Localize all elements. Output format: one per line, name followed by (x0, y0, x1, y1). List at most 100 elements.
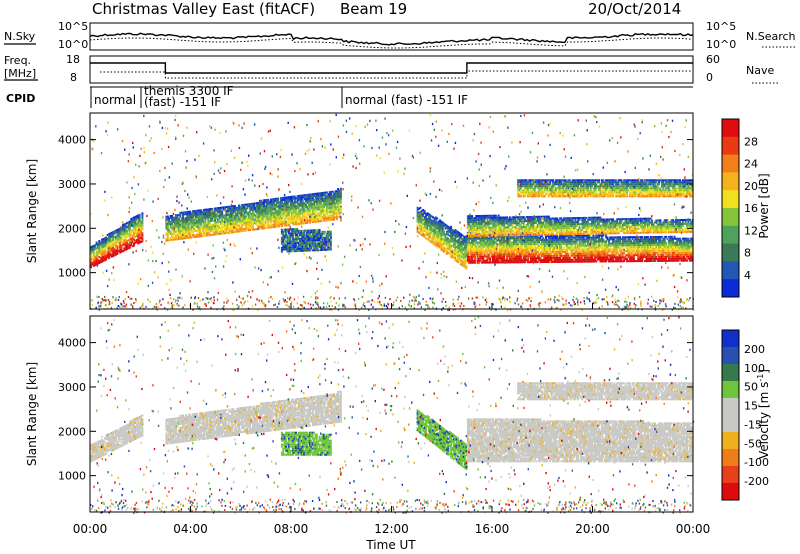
power-heatmap-data (90, 114, 694, 311)
heatmap-cell (245, 210, 247, 212)
heatmap-cell (661, 236, 663, 238)
heatmap-cell (521, 245, 523, 247)
heatmap-cell (588, 235, 590, 237)
heatmap-cell (608, 240, 610, 242)
heatmap-cell (605, 235, 607, 237)
heatmap-cell (265, 221, 267, 223)
heatmap-cell (170, 231, 172, 233)
heatmap-cell (291, 250, 293, 252)
heatmap-cell (306, 222, 308, 224)
freq-unit-label: [MHz] (4, 67, 36, 80)
heatmap-cell (141, 224, 143, 226)
heatmap-cell (141, 222, 143, 224)
heatmap-cell (330, 193, 332, 195)
heatmap-cell (607, 246, 609, 248)
heatmap-cell (493, 250, 495, 252)
heatmap-cell (475, 231, 477, 233)
heatmap-cell (503, 257, 505, 259)
heatmap-cell (323, 208, 325, 210)
heatmap-cell (655, 256, 657, 258)
heatmap-cell (309, 222, 311, 224)
heatmap-cell (177, 216, 179, 218)
heatmap-cell (633, 256, 635, 258)
heatmap-cell (442, 228, 444, 230)
heatmap-cell (252, 211, 254, 213)
heatmap-cell (468, 231, 470, 233)
heatmap-cell (664, 238, 666, 240)
heatmap-cell (660, 246, 662, 248)
heatmap-cell (227, 212, 229, 214)
heatmap-cell (267, 199, 269, 201)
heatmap-cell (139, 218, 141, 220)
heatmap-cell (436, 218, 438, 220)
heatmap-cell (340, 188, 342, 190)
heatmap-cell (333, 201, 335, 203)
cpid-mode-normal: normal (94, 93, 136, 107)
heatmap-cell (141, 216, 143, 218)
heatmap-cell (537, 243, 539, 245)
heatmap-cell (619, 240, 621, 242)
heatmap-cell (535, 259, 537, 261)
heatmap-cell (121, 239, 123, 241)
heatmap-cell (553, 249, 555, 251)
heatmap-cell (141, 214, 143, 216)
heatmap-cell (234, 205, 236, 207)
heatmap-cell (534, 255, 536, 257)
heatmap-cell (129, 227, 131, 229)
heatmap-cell (221, 211, 223, 213)
heatmap-cell (253, 205, 255, 207)
heatmap-cell (263, 203, 265, 205)
heatmap-cell (316, 247, 318, 249)
heatmap-cell (167, 235, 169, 237)
heatmap-cell (167, 233, 169, 235)
heatmap-cell (468, 223, 470, 225)
heatmap-cell (182, 218, 184, 220)
heatmap-cell (121, 247, 123, 249)
heatmap-cell (320, 220, 322, 222)
heatmap-cell (685, 258, 687, 260)
heatmap-cell (304, 202, 306, 204)
heatmap-cell (313, 213, 315, 215)
heatmap-cell (500, 240, 502, 242)
heatmap-cell (641, 258, 643, 260)
heatmap-cell (265, 225, 267, 227)
heatmap-cell (546, 251, 548, 253)
heatmap-cell (664, 240, 666, 242)
heatmap-cell (330, 249, 332, 251)
heatmap-cell (468, 240, 470, 242)
heatmap-cell (313, 203, 315, 205)
heatmap-cell (340, 202, 342, 204)
heatmap-cell (489, 260, 491, 262)
heatmap-cell (482, 248, 484, 250)
heatmap-cell (309, 234, 311, 236)
heatmap-cell (531, 245, 533, 247)
heatmap-cell (319, 229, 321, 231)
heatmap-cell (466, 267, 468, 269)
heatmap-cell (474, 233, 476, 235)
heatmap-cell (594, 259, 596, 261)
heatmap-cell (493, 240, 495, 242)
heatmap-cell (312, 197, 314, 199)
heatmap-cell (129, 247, 131, 249)
heatmap-cell (141, 228, 143, 230)
heatmap-cell (185, 233, 187, 235)
heatmap-cell (289, 238, 291, 240)
heatmap-cell (255, 214, 257, 216)
heatmap-cell (281, 225, 283, 227)
heatmap-cell (572, 245, 574, 247)
heatmap-cell (280, 211, 282, 213)
heatmap-cell (330, 237, 332, 239)
heatmap-cell (626, 258, 628, 260)
heatmap-cell (323, 233, 325, 235)
heatmap-cell (632, 238, 634, 240)
heatmap-cell (198, 226, 200, 228)
heatmap-cell (311, 201, 313, 203)
heatmap-cell (211, 228, 213, 230)
heatmap-cell (205, 219, 207, 221)
heatmap-cell (270, 222, 272, 224)
heatmap-cell (633, 258, 635, 260)
heatmap-cell (689, 250, 691, 252)
heatmap-cell (281, 251, 283, 253)
heatmap-cell (330, 247, 332, 249)
heatmap-cell (200, 223, 202, 225)
